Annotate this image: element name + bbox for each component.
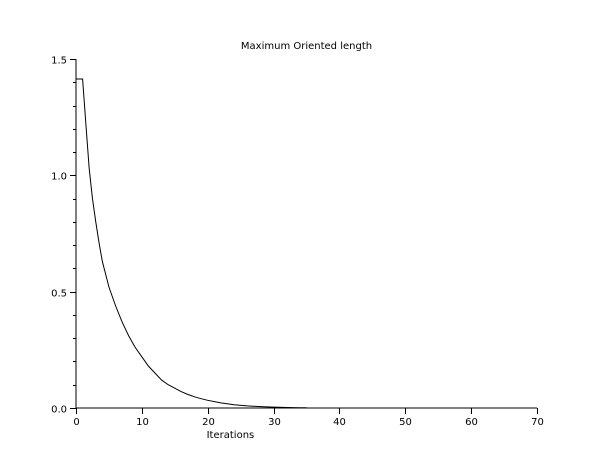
y-tick-label: 0.0 xyxy=(51,405,67,416)
y-tick-label: 1.0 xyxy=(51,172,67,183)
y-tick-label: 1.5 xyxy=(51,56,67,67)
x-tick-label: 70 xyxy=(531,417,544,428)
series-line xyxy=(76,78,307,409)
x-tick-label: 0 xyxy=(73,417,79,428)
x-tick-label: 30 xyxy=(268,417,281,428)
y-tick-label: 0.5 xyxy=(51,289,67,300)
chart-title: Maximum Oriented length xyxy=(241,41,372,52)
x-tick-label: 10 xyxy=(136,417,149,428)
x-axis-label: Iterations xyxy=(207,430,255,441)
plot-area: 0.0 0.5 1.0 1.5 0 10 20 30 40 50 60 70 xyxy=(51,56,544,429)
x-tick-label: 50 xyxy=(399,417,412,428)
x-tick-label: 20 xyxy=(202,417,215,428)
x-tick-label: 40 xyxy=(333,417,346,428)
x-tick-label: 60 xyxy=(465,417,478,428)
